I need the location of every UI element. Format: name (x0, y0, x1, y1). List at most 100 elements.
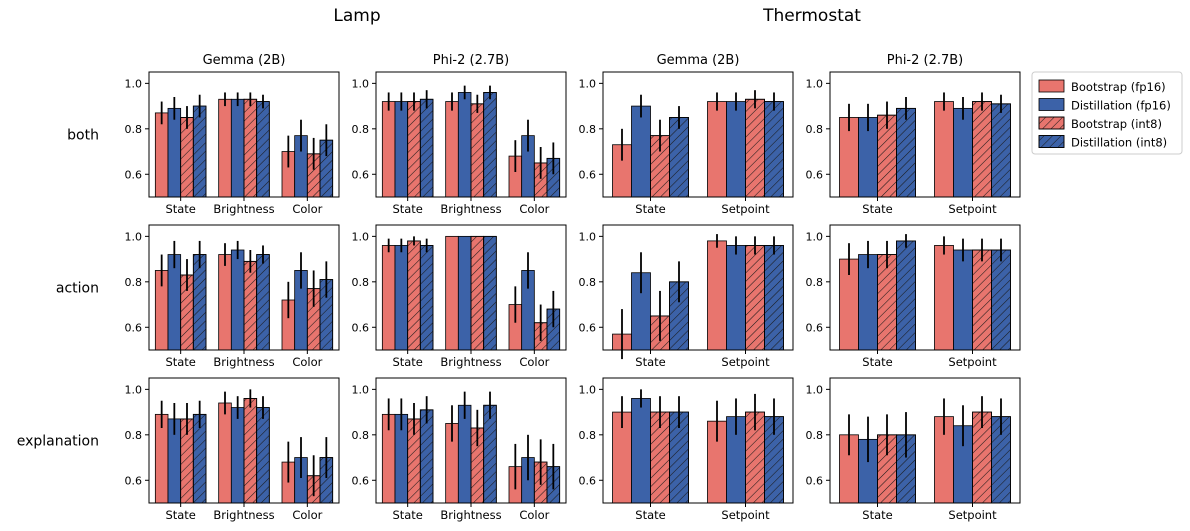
y-tick-label: 0.8 (352, 429, 370, 442)
bar (230, 98, 245, 198)
x-tick-label: State (862, 202, 892, 216)
y-tick-label: 0.6 (125, 321, 143, 334)
y-tick-label: 0.6 (579, 474, 597, 487)
x-tick-label: Brightness (440, 355, 501, 369)
y-tick-label: 1.0 (806, 383, 824, 396)
column-title: Phi-2 (2.7B) (433, 53, 510, 68)
bar-hatch (419, 245, 434, 351)
bar-hatch (745, 98, 765, 198)
y-tick-label: 0.6 (806, 474, 824, 487)
group-title-thermostat: Thermostat (762, 6, 861, 26)
x-tick-label: Brightness (440, 202, 501, 216)
bar (218, 402, 232, 504)
x-tick-label: Setpoint (721, 355, 770, 369)
bar (953, 249, 973, 351)
y-tick-label: 1.0 (352, 77, 370, 90)
bar (631, 398, 651, 504)
x-tick-label: State (392, 508, 422, 522)
y-tick-label: 1.0 (806, 77, 824, 90)
panel-action-2: 0.6 0.8 1.0 State Brightness Color (352, 224, 567, 369)
panel-explanation-3: 0.6 0.8 1.0 State Setpoint (579, 377, 794, 522)
x-tick-label: Brightness (213, 355, 274, 369)
y-tick-label: 1.0 (579, 77, 597, 90)
column-title: Phi-2 (2.7B) (887, 53, 964, 68)
y-tick-label: 0.6 (125, 474, 143, 487)
bar-hatch (972, 101, 992, 198)
axes-frame (602, 71, 794, 198)
bar (381, 101, 396, 198)
bar-hatch (745, 245, 765, 351)
y-tick-label: 1.0 (352, 230, 370, 243)
y-tick-label: 0.8 (352, 123, 370, 136)
x-tick-label: State (165, 355, 195, 369)
bar (631, 105, 651, 198)
panel-both-1: Gemma (2B) 0.6 0.8 1.0 State Brightness Color (125, 53, 340, 216)
bar (445, 235, 459, 351)
panel-action-4: 0.6 0.8 1.0 State Setpoint (806, 224, 1021, 369)
x-tick-label: Setpoint (948, 202, 997, 216)
y-tick-label: 0.8 (125, 429, 143, 442)
bar-hatch (419, 409, 434, 504)
legend-label: Distillation (int8) (1071, 136, 1167, 150)
bar (934, 101, 954, 198)
x-tick-label: Color (519, 202, 549, 216)
legend-label: Bootstrap (int8) (1071, 117, 1162, 131)
bar (457, 92, 472, 198)
y-tick-label: 0.8 (579, 123, 597, 136)
bar-hatch (243, 398, 258, 504)
legend-label: Distillation (fp16) (1071, 99, 1171, 113)
bar (218, 254, 232, 351)
row-labels: both action explanation (17, 128, 99, 450)
panel-explanation-1: 0.6 0.8 1.0 State Brightness Color (125, 377, 340, 522)
y-tick-label: 1.0 (579, 230, 597, 243)
panel-explanation-2: 0.6 0.8 1.0 State Brightness Color (352, 377, 567, 522)
axes-frame (829, 224, 1021, 351)
bar-hatch (192, 105, 207, 198)
bar-hatch (419, 98, 434, 198)
x-tick-label: State (862, 355, 892, 369)
bar (218, 98, 232, 198)
bar-hatch (483, 404, 497, 504)
row-label-explanation: explanation (17, 434, 99, 450)
bar-hatch (991, 249, 1011, 351)
bar (707, 240, 727, 351)
axes-frame (829, 377, 1021, 504)
legend-swatch (1038, 98, 1065, 111)
bar (394, 101, 409, 198)
axes-frame (602, 224, 794, 351)
panel-both-3: Gemma (2B) 0.6 0.8 1.0 State Setpoint (579, 53, 794, 216)
x-tick-label: State (392, 355, 422, 369)
y-tick-label: 1.0 (125, 77, 143, 90)
bar-hatch (192, 254, 207, 351)
bar (934, 245, 954, 351)
bar (457, 235, 472, 351)
panel-both-4: Phi-2 (2.7B) 0.6 0.8 1.0 State Setpoint (806, 53, 1021, 216)
y-tick-label: 0.8 (579, 276, 597, 289)
bar-hatch (243, 260, 258, 351)
y-tick-label: 0.6 (352, 321, 370, 334)
legend-swatch-hatch (1038, 116, 1065, 130)
y-tick-label: 1.0 (125, 230, 143, 243)
y-tick-label: 1.0 (125, 383, 143, 396)
panel-both-2: Phi-2 (2.7B) 0.6 0.8 1.0 State Brightness Colo… (352, 53, 567, 216)
x-tick-label: Setpoint (948, 508, 997, 522)
bar-hatch (877, 254, 897, 351)
y-tick-label: 1.0 (352, 383, 370, 396)
legend-box (1031, 71, 1183, 155)
bar-hatch (764, 245, 784, 351)
panel-action-1: 0.6 0.8 1.0 State Brightness Color (125, 224, 340, 369)
x-tick-label: Brightness (213, 202, 274, 216)
bar-hatch (470, 235, 485, 351)
x-tick-label: Brightness (440, 508, 501, 522)
bar-hatch (669, 117, 689, 198)
bar-hatch (470, 103, 485, 198)
bar (154, 112, 169, 198)
column-title: Gemma (2B) (657, 53, 740, 68)
bar-hatch (972, 249, 992, 351)
bar (167, 254, 182, 351)
bar-hatch (991, 103, 1011, 198)
bar-hatch (896, 107, 916, 198)
y-tick-label: 0.8 (806, 276, 824, 289)
bar (230, 249, 245, 351)
